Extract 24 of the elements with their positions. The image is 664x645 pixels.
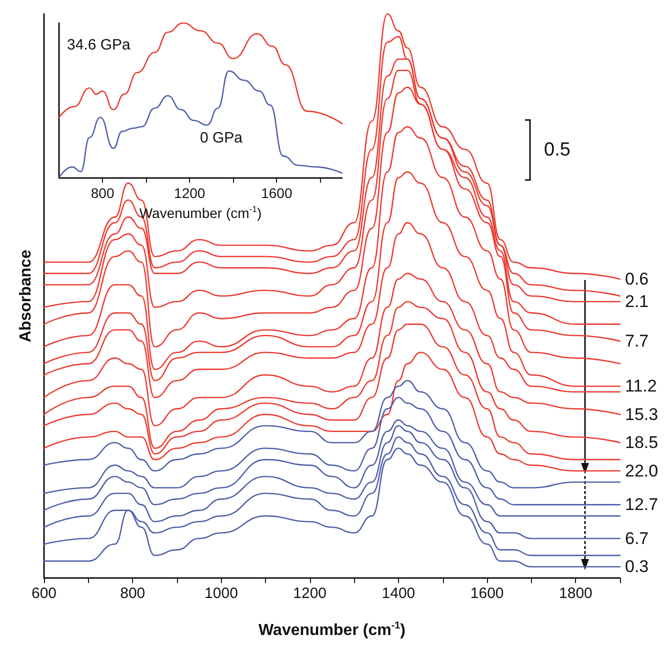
series-label: 22.0: [625, 461, 658, 480]
x-tick-label: 1400: [382, 585, 416, 602]
series-label: 7.7: [625, 332, 649, 351]
series-label: 6.7: [625, 529, 649, 548]
series-label: 15.3: [625, 404, 658, 424]
series-label: 0.3: [625, 557, 649, 576]
series-label: 11.2: [625, 376, 657, 396]
series-label: 2.1: [625, 292, 649, 312]
annotation: 34.6 GPa: [67, 36, 132, 54]
series-label: 12.7: [625, 495, 658, 514]
series-label: 0.6: [625, 270, 649, 289]
x-tick-label: 600: [31, 585, 57, 602]
x-tick-label: 1800: [559, 585, 592, 602]
annotation: 0.5: [544, 140, 570, 160]
x-tick-label: 1200: [174, 184, 206, 201]
x-tick-label: 1200: [293, 585, 327, 602]
x-tick-label: 1600: [261, 184, 292, 201]
x-tick-label: 800: [90, 184, 114, 201]
x-tick-label: 1000: [204, 585, 238, 602]
series-label: 18.5: [625, 433, 658, 452]
x-tick-label: 1600: [470, 585, 504, 602]
y-axis-title: Absorbance: [18, 250, 34, 342]
annotation: 0 GPa: [200, 130, 244, 146]
x-tick-label: 800: [120, 585, 146, 602]
